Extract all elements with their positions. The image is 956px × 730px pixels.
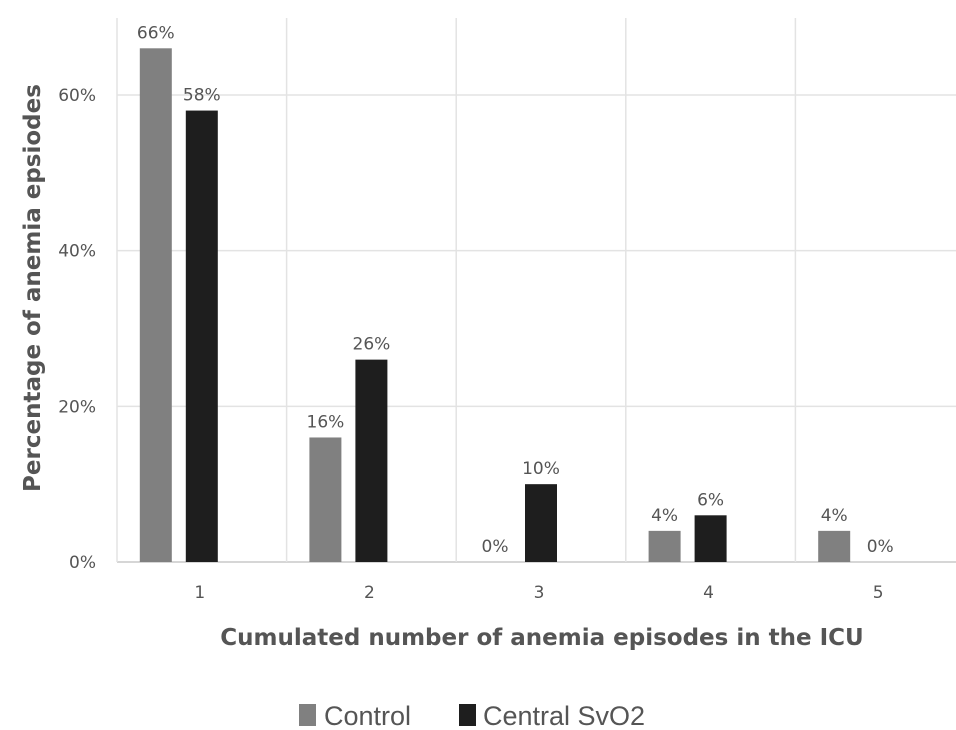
data-label: 58% bbox=[183, 86, 221, 106]
y-axis-title: Percentage of anemia epsiodes bbox=[20, 84, 46, 492]
bar-central-svo2 bbox=[185, 110, 218, 563]
y-tick-label: 20% bbox=[58, 397, 96, 417]
bar-control bbox=[309, 437, 342, 562]
bar-central-svo2 bbox=[694, 515, 727, 562]
data-label: 66% bbox=[137, 23, 175, 43]
data-label: 16% bbox=[307, 412, 345, 432]
data-label: 4% bbox=[651, 506, 678, 526]
legend-label-control: Control bbox=[324, 701, 411, 730]
bar-control bbox=[818, 530, 851, 562]
bar-control bbox=[648, 530, 681, 562]
x-axis-title: Cumulated number of anemia episodes in t… bbox=[220, 625, 863, 651]
y-tick-label: 40% bbox=[58, 242, 96, 262]
grid-lines bbox=[116, 18, 956, 563]
x-axis-ticks: 1 2 3 4 5 bbox=[194, 583, 883, 603]
bar-central-svo2 bbox=[355, 359, 388, 562]
y-axis-ticks: 0% 20% 40% 60% bbox=[58, 86, 96, 573]
x-tick-label: 3 bbox=[534, 583, 545, 603]
data-label: 10% bbox=[522, 459, 560, 479]
y-tick-label: 60% bbox=[58, 86, 96, 106]
bar-control bbox=[139, 48, 172, 563]
x-tick-label: 4 bbox=[703, 583, 714, 603]
data-label: 0% bbox=[867, 537, 894, 557]
data-label: 26% bbox=[353, 335, 391, 355]
x-tick-label: 1 bbox=[194, 583, 205, 603]
legend-label-central-svo2: Central SvO2 bbox=[483, 701, 645, 730]
legend: Control Central SvO2 bbox=[299, 701, 645, 730]
x-tick-label: 5 bbox=[873, 583, 884, 603]
data-label: 4% bbox=[821, 506, 848, 526]
legend-swatch-central-svo2 bbox=[459, 704, 476, 726]
bars bbox=[139, 48, 851, 563]
data-labels: 66% 16% 0% 4% 4% 58% 26% 10% 6% 0% bbox=[137, 23, 894, 557]
legend-swatch-control bbox=[299, 704, 316, 726]
x-tick-label: 2 bbox=[364, 583, 375, 603]
bar-central-svo2 bbox=[525, 484, 557, 562]
data-label: 0% bbox=[482, 537, 509, 557]
data-label: 6% bbox=[697, 490, 724, 510]
y-tick-label: 0% bbox=[69, 553, 96, 573]
